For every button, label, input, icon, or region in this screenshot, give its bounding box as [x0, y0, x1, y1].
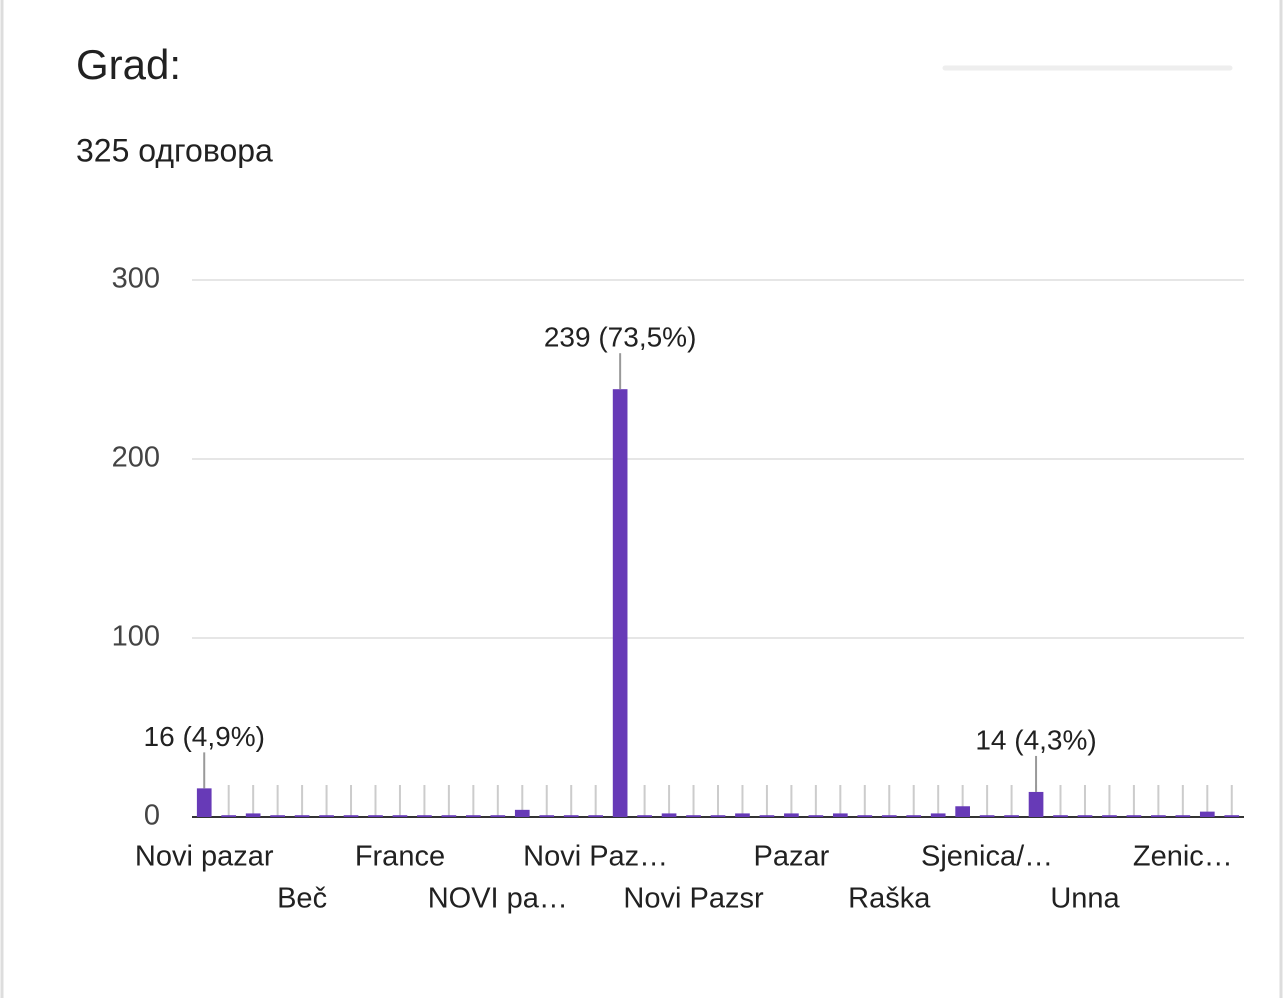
bar	[1126, 815, 1142, 817]
bar	[539, 815, 555, 817]
bar	[637, 815, 652, 817]
x-tick-label: Raška	[848, 883, 931, 915]
bar	[832, 813, 848, 817]
bar	[319, 815, 334, 817]
bar	[221, 815, 237, 817]
bar	[906, 815, 922, 817]
value-label: 16 (4,9%)	[144, 721, 265, 752]
value-label: 14 (4,3%)	[975, 724, 1096, 755]
x-tick-label: Zenic…	[1133, 841, 1233, 873]
bar	[441, 815, 457, 817]
bar	[1175, 815, 1191, 817]
x-tick-label: Pazar	[754, 841, 830, 873]
bar	[1028, 791, 1044, 817]
bar	[368, 815, 383, 817]
bar	[245, 813, 261, 817]
bar	[979, 815, 995, 817]
bar	[563, 815, 579, 817]
bar	[466, 815, 481, 817]
bar	[1102, 815, 1117, 817]
bar	[857, 815, 873, 817]
x-tick-label: Novi Paz…	[523, 841, 668, 873]
bar	[1151, 815, 1166, 817]
bar	[784, 813, 799, 817]
bar	[1004, 815, 1019, 817]
x-tick-label: Novi pazar	[135, 841, 274, 873]
bar	[930, 813, 946, 817]
bar	[1224, 815, 1240, 817]
x-tick-label: Beč	[277, 883, 327, 915]
bar	[808, 815, 824, 817]
bar	[196, 788, 212, 817]
chart-subtitle: 325 одговора	[76, 132, 273, 168]
bar	[686, 815, 701, 817]
bar	[661, 813, 677, 817]
y-tick-label: 200	[112, 442, 160, 474]
bar	[392, 815, 408, 817]
bar	[514, 809, 530, 817]
x-tick-label: NOVI pa…	[428, 883, 568, 915]
x-tick-label: Sjenica/…	[921, 841, 1053, 873]
bar	[735, 813, 750, 817]
y-tick-label: 300	[112, 263, 160, 295]
value-label: 239 (73,5%)	[544, 322, 697, 353]
x-tick-label: Novi Pazsr	[623, 883, 764, 915]
bar	[294, 815, 310, 817]
bar	[1077, 815, 1093, 817]
bar	[343, 815, 359, 817]
bar	[955, 806, 970, 817]
bar	[417, 815, 432, 817]
x-tick-label: France	[355, 841, 445, 873]
bar	[1199, 811, 1215, 817]
bar	[588, 815, 604, 817]
bar	[270, 815, 285, 817]
bar	[612, 389, 628, 817]
chart-title: Grad:	[76, 41, 181, 88]
bar	[881, 815, 897, 817]
bar	[710, 815, 726, 817]
y-tick-label: 100	[112, 621, 160, 653]
bar	[759, 815, 775, 817]
y-tick-label: 0	[144, 800, 160, 832]
x-tick-label: Unna	[1050, 883, 1120, 915]
bar	[1053, 815, 1068, 817]
bar	[490, 815, 506, 817]
